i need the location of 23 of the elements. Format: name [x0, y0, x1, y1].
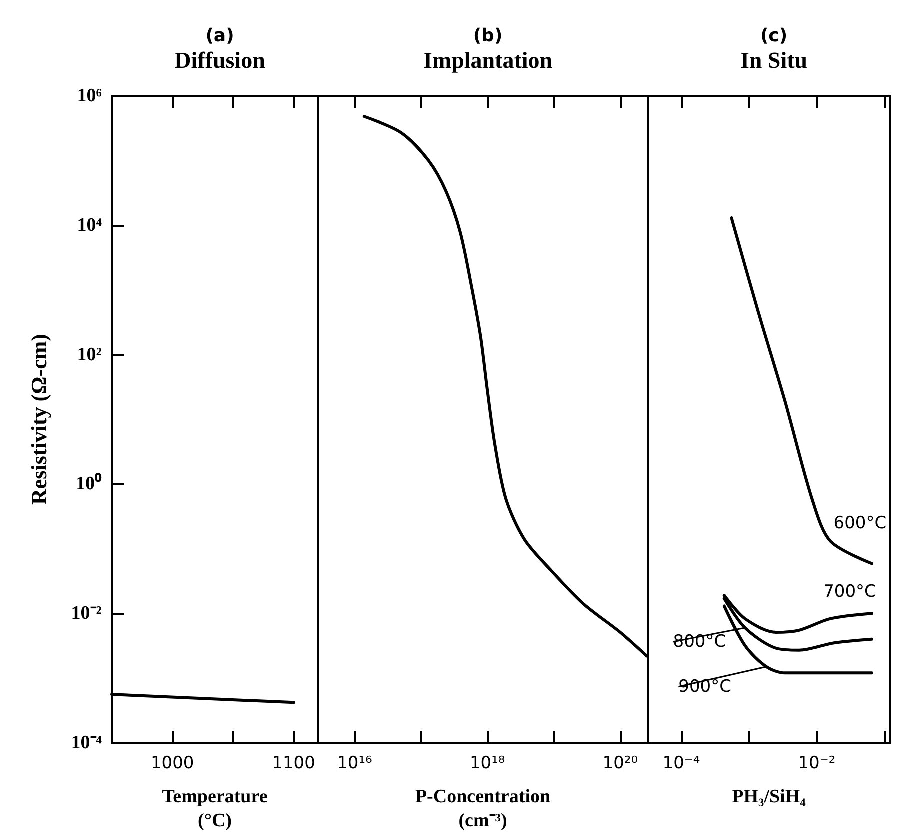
x-tick-label: 1000 — [150, 754, 194, 774]
y-tick-label: 10⁴ — [77, 214, 102, 236]
series-label: 700°C — [824, 582, 876, 602]
chart-title: (c) — [760, 26, 788, 46]
y-tick-label: 10⁶ — [77, 86, 102, 106]
chart-subtitle: In Situ — [740, 48, 808, 73]
series-label: 600°C — [834, 514, 887, 534]
x-axis-title: PH₃/SiH₄ — [732, 786, 806, 808]
x-tick-label: 10²⁰ — [602, 754, 638, 774]
y-tick-label: 10⁻² — [71, 603, 102, 624]
chart-subtitle: Implantation — [423, 48, 553, 73]
y-tick-label: 10⁰ — [76, 472, 102, 495]
chart-title: (b) — [473, 26, 503, 46]
chart-subtitle: Diffusion — [174, 48, 266, 73]
chart-title: (a) — [206, 26, 234, 46]
x-tick-label: 10⁻² — [798, 754, 836, 774]
x-tick-label: 10⁻⁴ — [662, 754, 700, 774]
y-axis-title: Resistivity (Ω-cm) — [26, 334, 52, 505]
x-tick-label: 10¹⁶ — [337, 754, 373, 774]
y-tick-label: 10² — [77, 344, 102, 366]
x-tick-label: 1100 — [272, 754, 316, 774]
x-tick-label: 10¹⁸ — [470, 754, 506, 774]
y-tick-label: 10⁻⁴ — [71, 732, 102, 754]
